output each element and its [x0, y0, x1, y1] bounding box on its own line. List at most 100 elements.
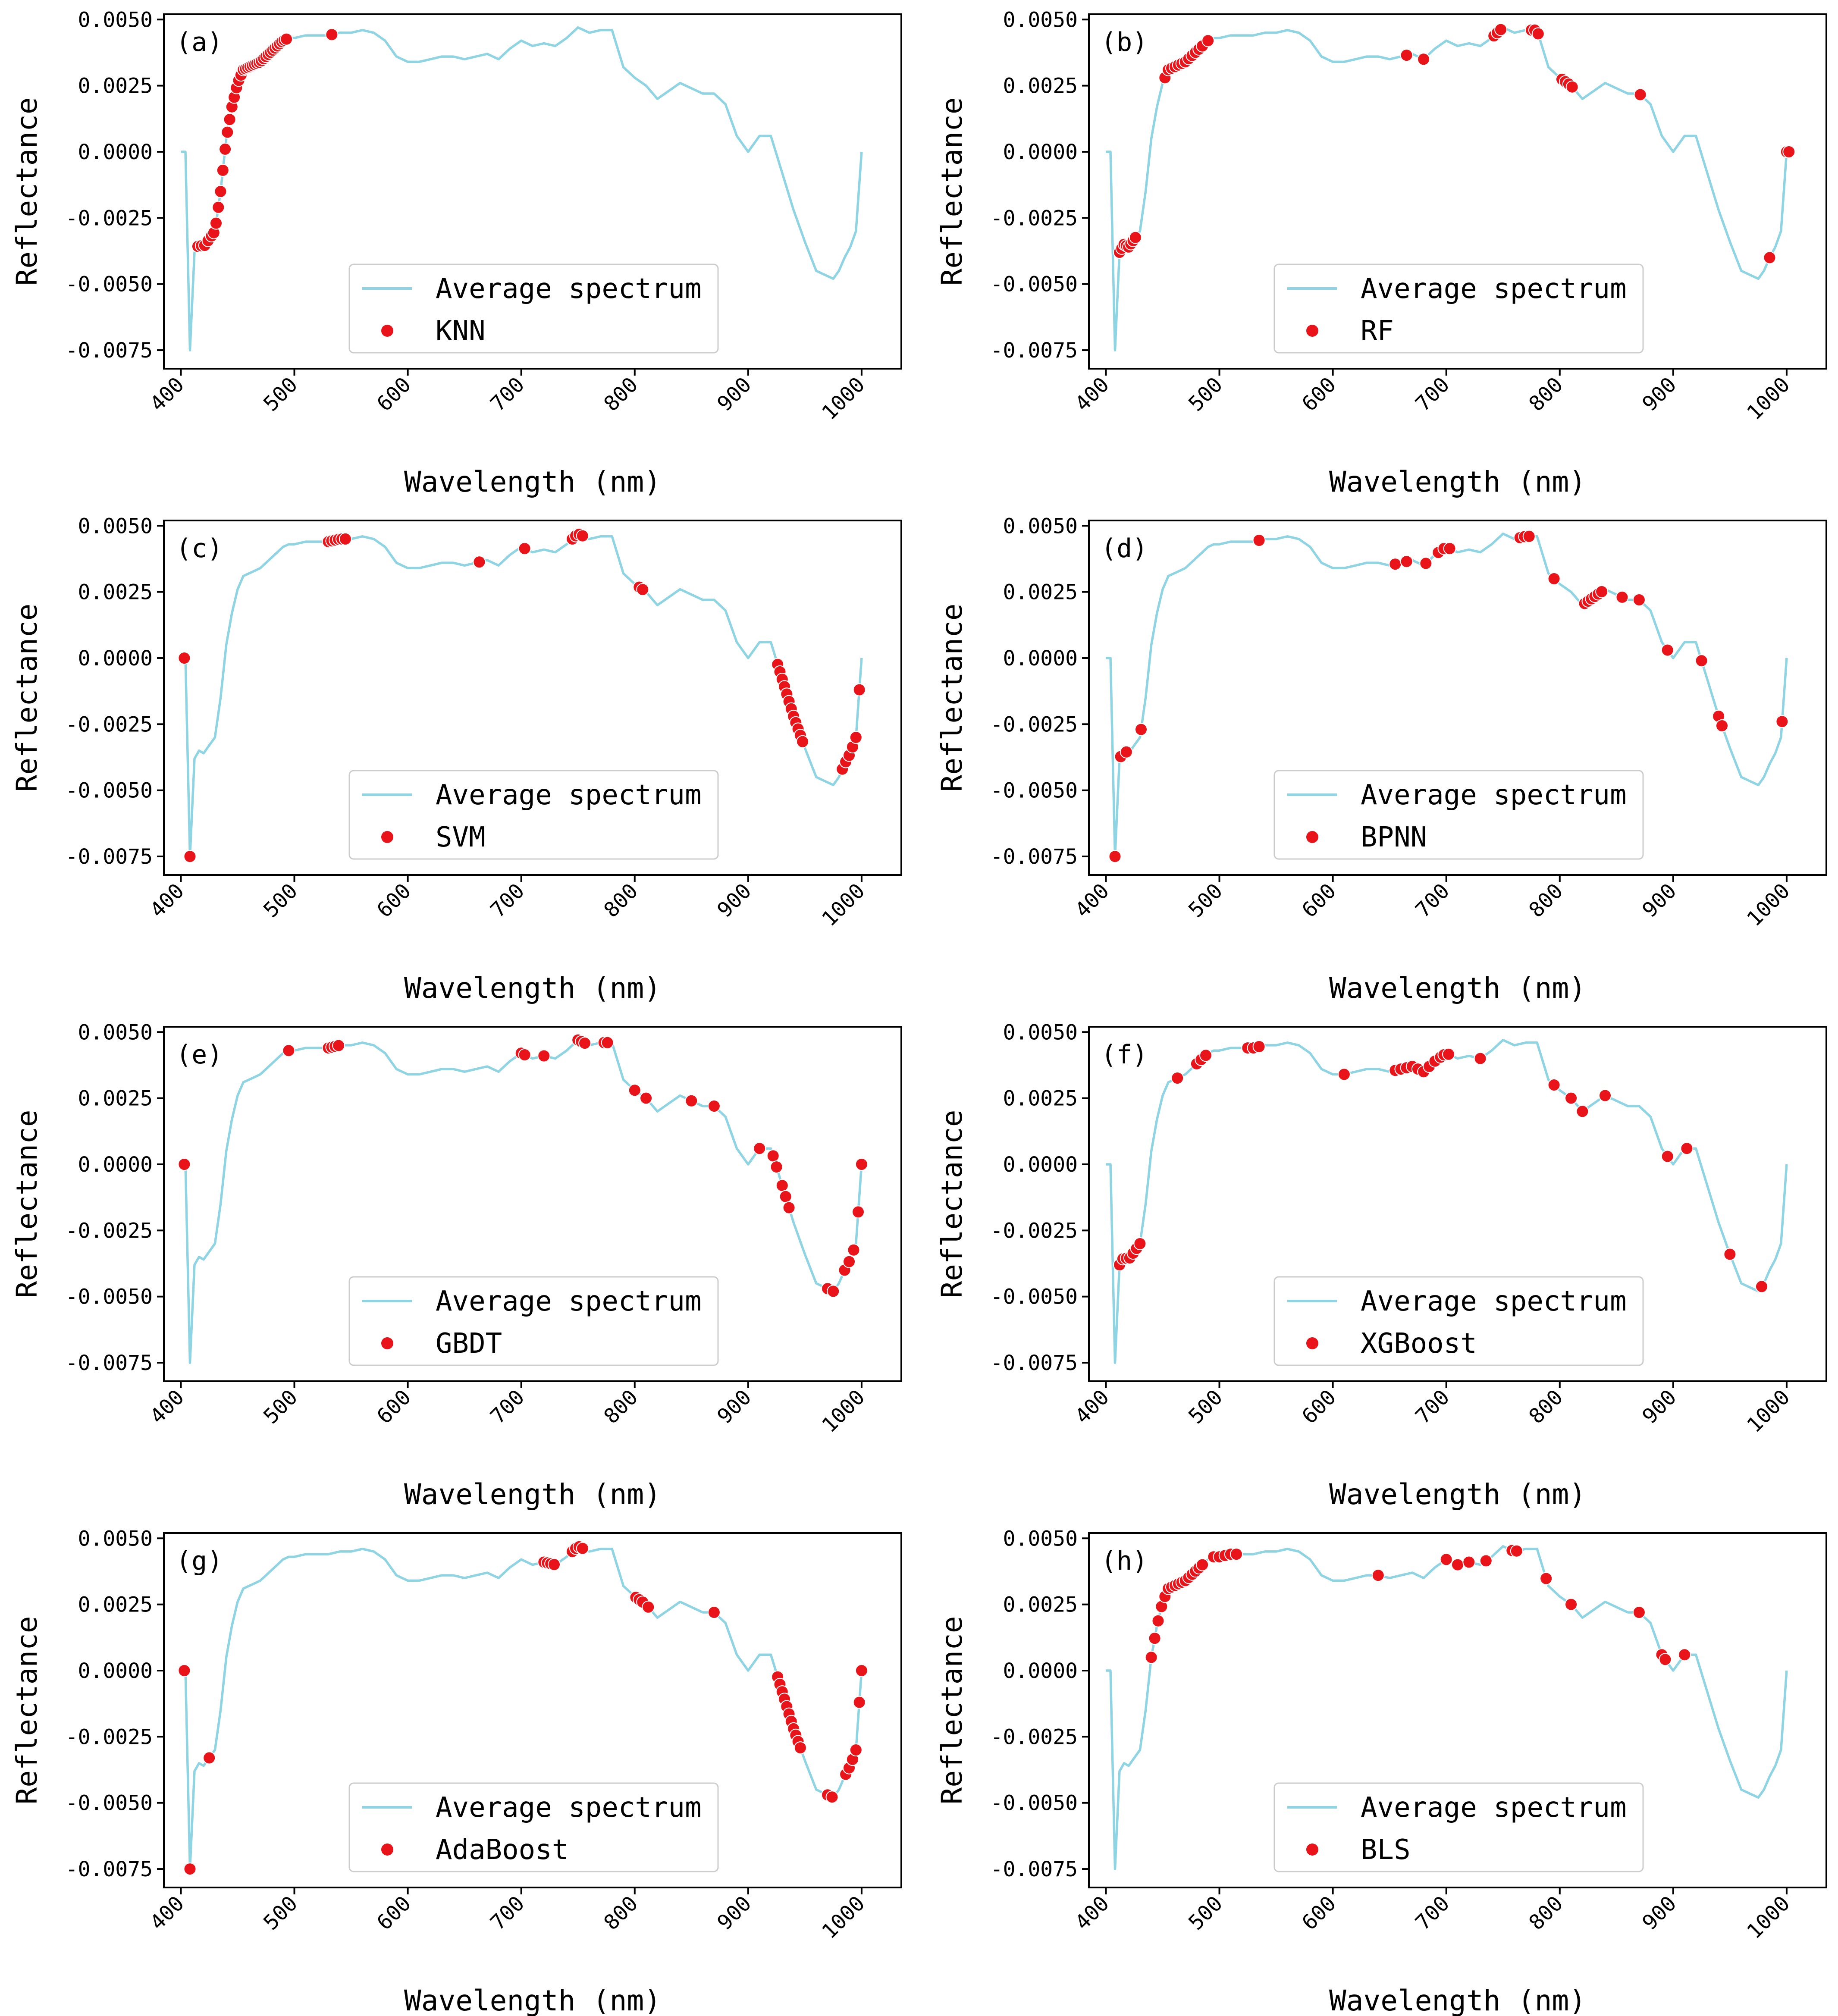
selected-wavelength-point	[332, 1039, 345, 1052]
legend: Average spectrum SVM	[348, 770, 719, 860]
legend-box	[1273, 1782, 1644, 1872]
y-tick-label: -0.0050	[991, 1791, 1078, 1815]
selected-wavelength-point	[223, 113, 236, 126]
average-spectrum-line	[181, 1545, 863, 1870]
selected-wavelength-point	[1135, 723, 1148, 736]
legend-label-model: KNN	[436, 315, 486, 347]
selected-wavelength-point	[1196, 1558, 1209, 1571]
x-axis-label: Wavelength (nm)	[1329, 1984, 1586, 2016]
x-axis-label: Wavelength (nm)	[404, 1478, 661, 1511]
selected-wavelength-point	[636, 583, 649, 596]
legend-point-swatch	[381, 1844, 393, 1856]
x-tick-label: 800	[1524, 373, 1568, 416]
x-tick-label: 600	[1297, 1385, 1341, 1429]
selected-wavelength-point	[1419, 557, 1433, 570]
legend-point-swatch	[1306, 831, 1318, 843]
x-tick-label: 500	[259, 1385, 302, 1429]
y-tick-label: 0.0050	[1003, 8, 1078, 32]
x-tick-label: 700	[1411, 1891, 1454, 1935]
x-tick-label: 900	[712, 373, 756, 416]
x-tick-label: 600	[1297, 879, 1341, 922]
selected-wavelength-point	[796, 735, 809, 748]
legend: Average spectrum BLS	[1273, 1782, 1644, 1872]
selected-wavelength-point	[1148, 1632, 1161, 1645]
x-tick-label: 800	[1524, 1385, 1568, 1429]
panel-label: (b)	[1101, 27, 1148, 57]
selected-wavelength-point	[779, 1190, 792, 1203]
selected-wavelength-point	[1632, 593, 1646, 606]
x-tick-label: 500	[1184, 1891, 1227, 1935]
legend-box	[348, 1782, 719, 1872]
x-axis-label: Wavelength (nm)	[404, 972, 661, 1005]
selected-wavelength-point	[1171, 1072, 1184, 1085]
y-tick-label: 0.0000	[1003, 646, 1078, 671]
x-tick-label: 1000	[817, 1891, 869, 1944]
panel-e: 400 500 600 700 800 900 1000 0.0050 0.0025 0.0000…	[10, 1020, 902, 1511]
selected-wavelength-point	[1443, 542, 1456, 555]
selected-wavelength-point	[1576, 1105, 1589, 1118]
x-tick-label: 700	[1411, 373, 1454, 416]
y-tick-label: -0.0075	[991, 339, 1078, 363]
x-tick-label: 600	[372, 1385, 416, 1429]
selected-wavelength-point	[1133, 1237, 1147, 1250]
x-tick-label: 400	[1070, 373, 1114, 416]
selected-wavelength-point	[518, 542, 531, 555]
x-tick-label: 900	[1637, 1891, 1681, 1935]
legend-box	[348, 770, 719, 860]
y-tick-label: 0.0050	[78, 514, 153, 538]
x-tick-label: 400	[1070, 1891, 1114, 1935]
selected-wavelength-point	[1632, 1606, 1646, 1619]
x-tick-label: 900	[1637, 1385, 1681, 1429]
panel-a: 400 500 600 700 800 900 1000 0.0050 0.0025 0.0000…	[10, 8, 902, 499]
panel-g: 400 500 600 700 800 900 1000 0.0050 0.0025 0.0000…	[10, 1527, 902, 2016]
selected-wavelength-point	[775, 1179, 789, 1192]
panel-f: 400 500 600 700 800 900 1000 0.0050 0.0025 0.0000…	[935, 1020, 1827, 1511]
selected-wavelength-point	[1389, 558, 1402, 571]
selected-wavelength-point	[1400, 555, 1413, 568]
plot-frame	[163, 1532, 902, 1888]
selected-wavelength-point	[1252, 1040, 1266, 1053]
y-axis-label: Reflectance	[935, 603, 969, 792]
y-axis-label: Reflectance	[935, 1110, 969, 1298]
plot-frame	[1088, 1532, 1827, 1888]
legend-label-spectrum: Average spectrum	[1361, 273, 1627, 305]
y-tick-label: -0.0050	[991, 273, 1078, 297]
x-axis-label: Wavelength (nm)	[1329, 972, 1586, 1005]
selected-wavelength-point	[214, 185, 227, 198]
y-axis-label: Reflectance	[10, 1616, 44, 1804]
selected-wavelength-point	[628, 1084, 641, 1097]
selected-wavelength-point	[825, 1790, 839, 1804]
x-tick-label: 500	[1184, 879, 1227, 922]
panel-label: (a)	[176, 27, 223, 57]
selected-wavelength-point	[1510, 1544, 1523, 1558]
legend-label-model: RF	[1361, 315, 1394, 347]
selected-wavelength-point	[578, 1037, 591, 1050]
x-axis-label: Wavelength (nm)	[404, 1984, 661, 2016]
plot-frame	[1088, 13, 1827, 370]
selected-wavelength-point	[1695, 654, 1708, 668]
plot-frame	[163, 13, 902, 370]
y-tick-label: 0.0000	[78, 1659, 153, 1683]
legend-label-spectrum: Average spectrum	[436, 1792, 702, 1824]
selected-wavelength-point	[1661, 1150, 1674, 1163]
y-tick-label: 0.0050	[1003, 514, 1078, 538]
panel-label: (g)	[176, 1546, 223, 1576]
selected-wavelength-point	[1230, 1548, 1243, 1561]
selected-wavelength-point	[473, 555, 486, 569]
y-tick-label: 0.0025	[78, 1593, 153, 1617]
selected-wavelength-point	[1451, 1558, 1464, 1571]
x-tick-label: 600	[1297, 1891, 1341, 1935]
selected-wavelength-point	[183, 850, 197, 863]
y-tick-label: -0.0025	[66, 712, 153, 737]
plot-frame	[1088, 520, 1827, 876]
y-tick-label: 0.0025	[1003, 580, 1078, 605]
x-tick-label: 1000	[817, 373, 869, 425]
selected-wavelength-point	[849, 731, 863, 744]
selected-wavelength-point	[855, 1158, 868, 1171]
legend-label-model: BPNN	[1361, 821, 1427, 853]
selected-wavelength-point	[1723, 1248, 1737, 1261]
selected-wavelength-point	[855, 1664, 868, 1677]
selected-wavelength-point	[1474, 1052, 1487, 1065]
legend-label-spectrum: Average spectrum	[436, 273, 702, 305]
selected-wavelength-point	[280, 32, 293, 46]
